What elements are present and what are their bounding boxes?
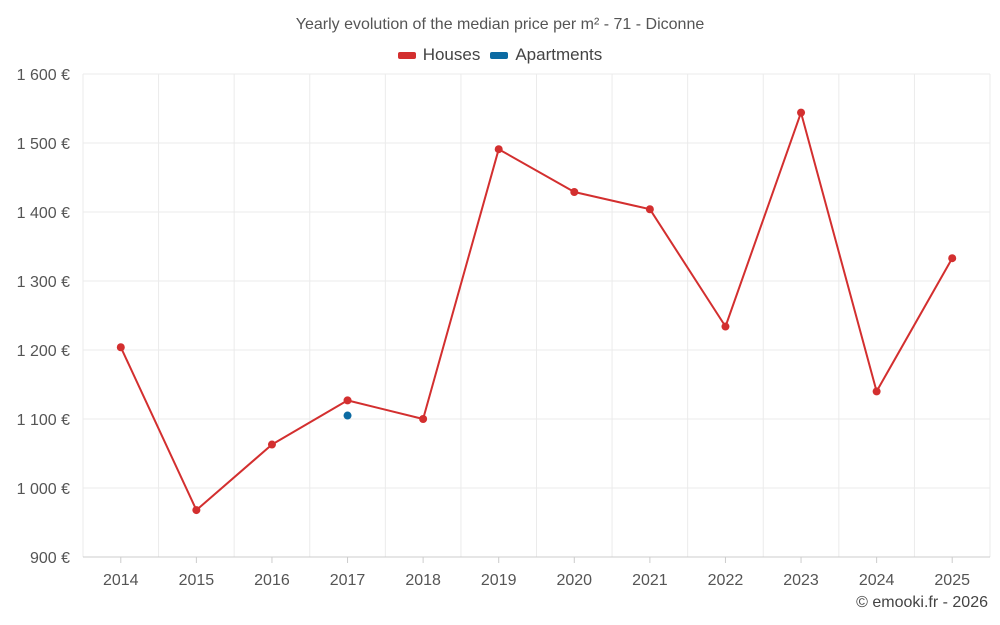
data-point-houses-2019 (494, 145, 503, 154)
x-tick-label: 2015 (179, 572, 215, 589)
x-tick-label: 2025 (934, 572, 970, 589)
x-tick-label: 2016 (254, 572, 290, 589)
y-tick-label: 1 200 € (17, 343, 70, 360)
copyright-credit: © emooki.fr - 2026 (856, 594, 988, 611)
y-tick-label: 1 000 € (17, 481, 70, 498)
x-tick-label: 2021 (632, 572, 668, 589)
data-point-houses-2015 (192, 506, 201, 515)
legend: Houses Apartments (0, 45, 1000, 65)
x-tick-label: 2019 (481, 572, 517, 589)
data-point-houses-2020 (570, 187, 579, 196)
y-tick-label: 1 500 € (17, 136, 70, 153)
legend-item-houses[interactable]: Houses (397, 45, 481, 65)
y-tick-label: 1 100 € (17, 412, 70, 429)
legend-label-apartments: Apartments (515, 45, 603, 64)
series-line-houses (119, 111, 954, 512)
data-point-houses-2021 (645, 205, 654, 214)
data-point-houses-2014 (116, 343, 125, 352)
data-point-houses-2022 (721, 322, 730, 331)
legend-label-houses: Houses (422, 45, 481, 64)
data-point-apartments-2017 (343, 411, 352, 420)
data-point-houses-2018 (419, 415, 428, 423)
data-point-houses-2024 (872, 387, 881, 396)
x-tick-label: 2018 (405, 572, 441, 589)
legend-item-apartments[interactable]: Apartments (490, 45, 602, 65)
data-point-houses-2017 (343, 396, 352, 405)
y-tick-label: 1 300 € (17, 274, 70, 291)
legend-swatch-apartments (490, 51, 509, 59)
y-tick-label: 1 400 € (17, 205, 70, 222)
x-tick-label: 2022 (708, 572, 744, 589)
data-point-houses-2016 (267, 440, 276, 449)
x-tick-label: 2023 (783, 572, 819, 589)
y-tick-label: 900 € (30, 550, 70, 567)
chart-title: Yearly evolution of the median price per… (295, 16, 705, 33)
x-tick-label: 2017 (330, 572, 366, 589)
x-tick-label: 2014 (103, 572, 139, 589)
y-tick-label: 1 600 € (17, 67, 70, 84)
legend-swatch-houses (397, 51, 416, 59)
data-point-houses-2023 (797, 108, 806, 117)
x-tick-label: 2020 (556, 572, 592, 589)
data-point-houses-2025 (948, 254, 957, 263)
x-tick-label: 2024 (859, 572, 895, 589)
